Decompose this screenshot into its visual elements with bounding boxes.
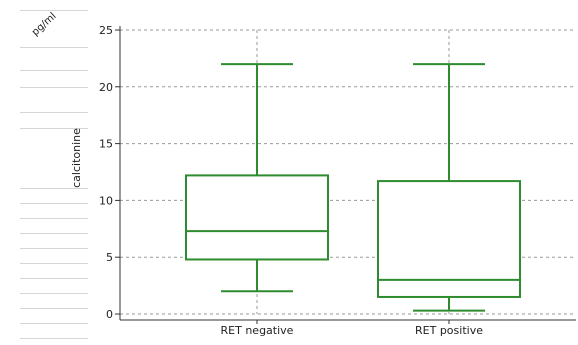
row-line [20, 323, 88, 324]
row-line [20, 128, 88, 129]
x-tick-label: RET negative [221, 324, 294, 337]
row-line [20, 233, 88, 234]
row-line [20, 112, 88, 113]
row-line [20, 308, 88, 309]
row-line [20, 70, 88, 71]
row-line [20, 278, 88, 279]
row-line [20, 87, 88, 88]
row-line [20, 10, 88, 11]
y-tick-label: 10 [99, 194, 113, 207]
row-line [20, 248, 88, 249]
row-line [20, 218, 88, 219]
row-line [20, 47, 88, 48]
row-line [20, 338, 88, 339]
y-tick-label: 5 [106, 251, 113, 264]
row-line [20, 263, 88, 264]
row-line [20, 293, 88, 294]
row-line [20, 203, 88, 204]
row-line [20, 188, 88, 189]
y-tick-label: 0 [106, 308, 113, 321]
box-iqr [185, 174, 329, 261]
y-tick-label: 15 [99, 138, 113, 151]
box-iqr [377, 180, 521, 298]
y-tick-label: 20 [99, 81, 113, 94]
y-axis-label: calcitonine [70, 128, 83, 188]
left-row-lines [20, 0, 88, 345]
x-tick-label: RET positive [415, 324, 483, 337]
y-tick-label: 25 [99, 24, 113, 37]
